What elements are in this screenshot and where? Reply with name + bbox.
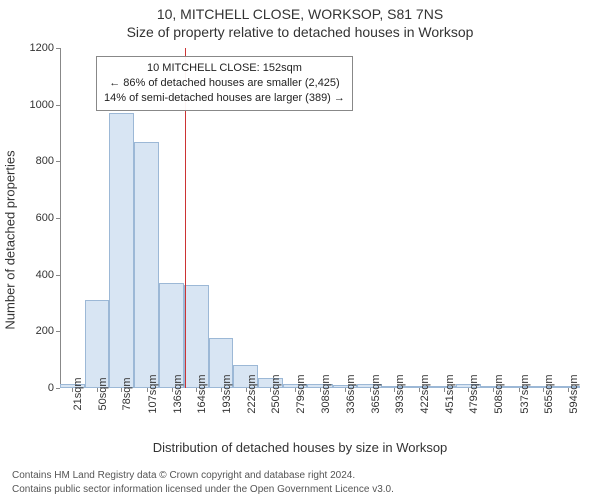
y-tick-label: 200 [14, 325, 54, 337]
x-tick-label: 594sqm [568, 374, 580, 413]
y-axis-label: Number of detached properties [3, 150, 18, 329]
x-tick-label: 50sqm [97, 377, 109, 410]
x-tick-mark [394, 388, 395, 392]
x-tick-mark [196, 388, 197, 392]
page-title-address: 10, MITCHELL CLOSE, WORKSOP, S81 7NS [0, 6, 600, 22]
x-tick-mark [97, 388, 98, 392]
histogram-plot: 02004006008001000120021sqm50sqm78sqm107s… [60, 48, 580, 388]
x-tick-mark [72, 388, 73, 392]
x-tick-mark [320, 388, 321, 392]
x-axis-label: Distribution of detached houses by size … [0, 440, 600, 455]
footer-copyright-1: Contains HM Land Registry data © Crown c… [12, 470, 355, 481]
x-tick-label: 222sqm [246, 374, 258, 413]
axis-left [60, 48, 61, 388]
x-tick-label: 279sqm [295, 374, 307, 413]
x-tick-label: 422sqm [419, 374, 431, 413]
histogram-bar [85, 300, 109, 388]
y-tick-label: 0 [14, 382, 54, 394]
x-tick-mark [172, 388, 173, 392]
y-tick-mark [56, 48, 60, 49]
y-tick-label: 400 [14, 269, 54, 281]
annotation-line-1: 10 MITCHELL CLOSE: 152sqm [104, 61, 345, 76]
histogram-bar [159, 283, 184, 388]
x-tick-label: 508sqm [493, 374, 505, 413]
x-tick-mark [370, 388, 371, 392]
x-tick-label: 479sqm [468, 374, 480, 413]
y-tick-label: 1000 [14, 99, 54, 111]
y-tick-mark [56, 331, 60, 332]
y-tick-label: 800 [14, 155, 54, 167]
x-tick-mark [345, 388, 346, 392]
x-tick-mark [295, 388, 296, 392]
x-tick-mark [246, 388, 247, 392]
x-tick-mark [519, 388, 520, 392]
x-tick-label: 250sqm [270, 374, 282, 413]
x-tick-mark [121, 388, 122, 392]
x-tick-label: 365sqm [370, 374, 382, 413]
x-tick-label: 393sqm [394, 374, 406, 413]
annotation-box: 10 MITCHELL CLOSE: 152sqm← 86% of detach… [96, 56, 353, 111]
x-tick-label: 136sqm [172, 374, 184, 413]
x-tick-label: 565sqm [543, 374, 555, 413]
y-tick-mark [56, 388, 60, 389]
page-title-subtitle: Size of property relative to detached ho… [0, 24, 600, 40]
y-tick-mark [56, 275, 60, 276]
x-tick-mark [147, 388, 148, 392]
x-tick-label: 21sqm [72, 377, 84, 410]
x-tick-mark [444, 388, 445, 392]
x-tick-mark [543, 388, 544, 392]
x-tick-label: 308sqm [320, 374, 332, 413]
x-tick-mark [270, 388, 271, 392]
x-tick-label: 537sqm [519, 374, 531, 413]
x-tick-label: 107sqm [147, 374, 159, 413]
x-tick-label: 78sqm [121, 377, 133, 410]
x-tick-mark [568, 388, 569, 392]
y-tick-mark [56, 105, 60, 106]
histogram-bar [184, 285, 209, 388]
x-tick-label: 164sqm [196, 374, 208, 413]
x-tick-label: 336sqm [345, 374, 357, 413]
x-tick-mark [468, 388, 469, 392]
x-tick-label: 451sqm [444, 374, 456, 413]
annotation-line-3: 14% of semi-detached houses are larger (… [104, 91, 345, 106]
histogram-bar [134, 142, 158, 389]
y-tick-mark [56, 218, 60, 219]
histogram-bar [109, 113, 134, 388]
x-tick-label: 193sqm [221, 374, 233, 413]
x-tick-mark [419, 388, 420, 392]
footer-copyright-2: Contains public sector information licen… [12, 484, 394, 495]
y-tick-label: 600 [14, 212, 54, 224]
y-tick-mark [56, 161, 60, 162]
annotation-line-2: ← 86% of detached houses are smaller (2,… [104, 76, 345, 91]
y-tick-label: 1200 [14, 42, 54, 54]
x-tick-mark [493, 388, 494, 392]
x-tick-mark [221, 388, 222, 392]
